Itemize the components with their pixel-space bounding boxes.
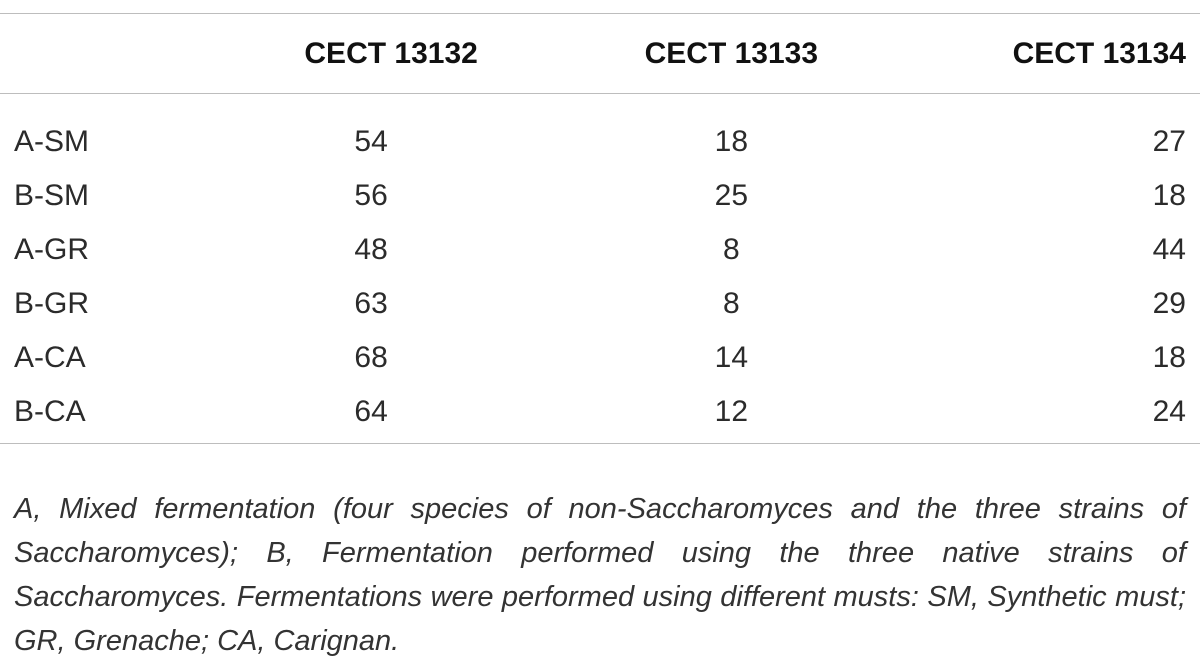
table-cell: 18 xyxy=(1152,179,1186,212)
table-cell: 64 xyxy=(354,395,388,428)
table-cell: 54 xyxy=(354,125,388,158)
row-label: B-SM xyxy=(14,179,89,212)
table-row: A-CA 68 14 18 xyxy=(0,331,1200,385)
data-table: CECT 13132 CECT 13133 CECT 13134 A-SM 54… xyxy=(0,14,1200,439)
table-cell: 27 xyxy=(1152,125,1186,158)
column-header-cect-13134: CECT 13134 xyxy=(1012,36,1186,70)
data-table-figure: CECT 13132 CECT 13133 CECT 13134 A-SM 54… xyxy=(0,13,1200,657)
table-footnote: A, Mixed fermentation (four species of n… xyxy=(14,493,1186,657)
table-row: B-SM 56 25 18 xyxy=(0,169,1200,223)
table-cell: 18 xyxy=(714,125,749,158)
table-cell: 18 xyxy=(1152,341,1186,374)
table-header-rule xyxy=(0,93,1200,94)
table-cell: 68 xyxy=(354,341,388,374)
table-header-row: CECT 13132 CECT 13133 CECT 13134 xyxy=(0,14,1200,93)
table-cell: 25 xyxy=(714,179,749,212)
table-cell: 12 xyxy=(714,395,749,428)
table-cell: 8 xyxy=(723,287,740,320)
table-cell: 63 xyxy=(354,287,388,320)
table-cell: 14 xyxy=(714,341,749,374)
table-cell: 48 xyxy=(354,233,388,266)
table-row: B-CA 64 12 24 xyxy=(0,385,1200,439)
table-cell: 29 xyxy=(1152,287,1186,320)
table-row: A-GR 48 8 44 xyxy=(0,223,1200,277)
table-cell: 24 xyxy=(1152,395,1186,428)
column-header-label xyxy=(0,14,224,93)
row-label: B-CA xyxy=(14,395,86,428)
row-label: A-CA xyxy=(14,341,86,374)
table-cell: 8 xyxy=(723,233,740,266)
column-header-cect-13132: CECT 13132 xyxy=(304,36,478,70)
table-row: A-SM 54 18 27 xyxy=(0,93,1200,169)
row-label: A-SM xyxy=(14,125,89,158)
table-bottom-rule xyxy=(0,443,1200,444)
table-row: B-GR 63 8 29 xyxy=(0,277,1200,331)
row-label: B-GR xyxy=(14,287,89,320)
column-header-cect-13133: CECT 13133 xyxy=(644,36,819,70)
table-cell: 44 xyxy=(1152,233,1186,266)
table-cell: 56 xyxy=(354,179,388,212)
row-label: A-GR xyxy=(14,233,89,266)
table-top-rule xyxy=(0,13,1200,14)
